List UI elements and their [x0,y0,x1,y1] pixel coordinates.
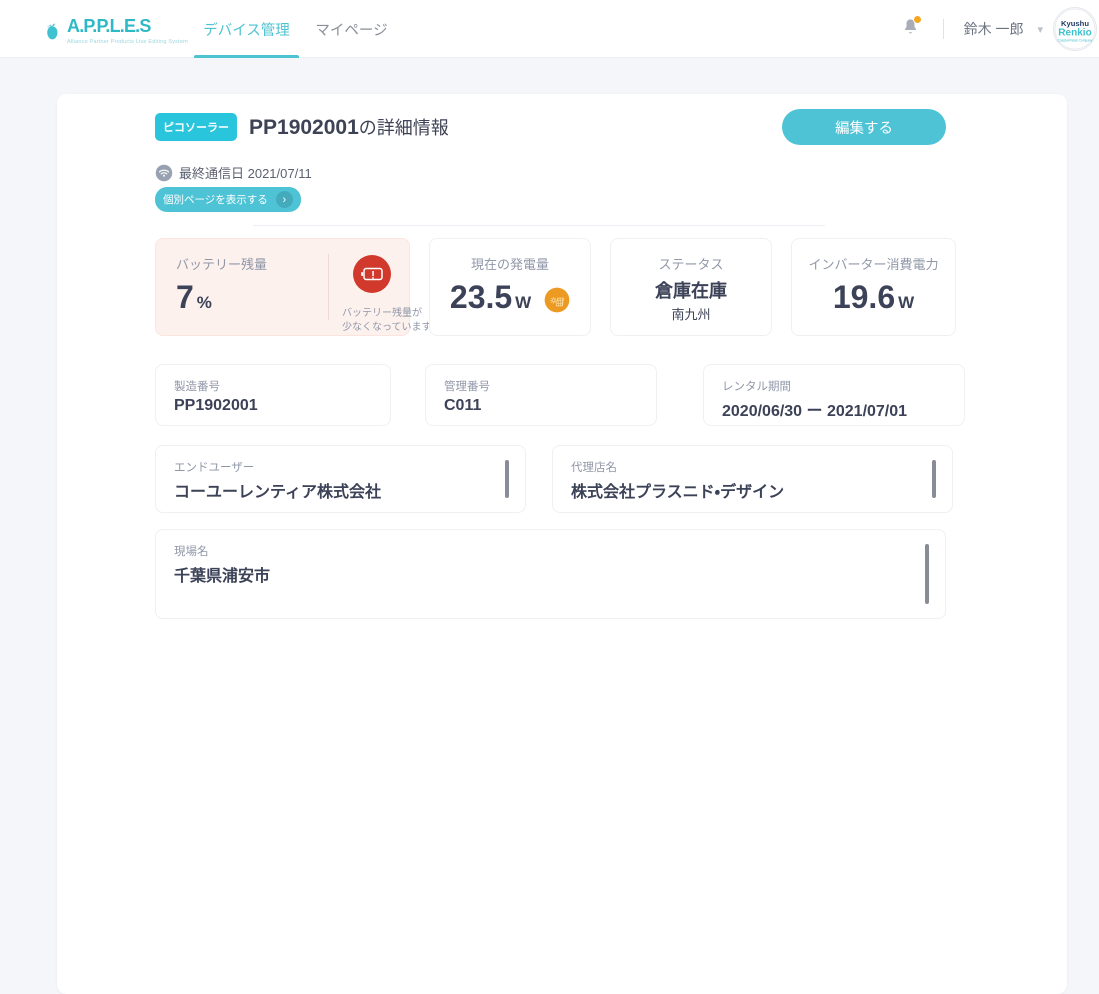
svg-text:Renkio: Renkio [1058,28,1091,39]
svg-text:Coastal Retail Company: Coastal Retail Company [1058,38,1093,42]
